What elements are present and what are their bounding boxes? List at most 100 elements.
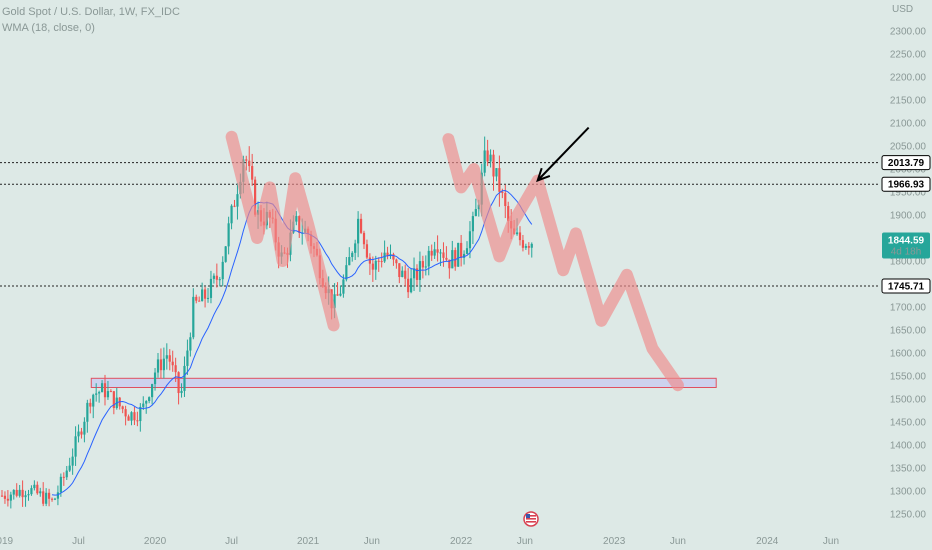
drawn-prediction-path[interactable] — [225, 130, 684, 392]
candle-body — [515, 232, 519, 235]
candle-body — [395, 259, 398, 264]
candle-body — [462, 253, 466, 258]
candle-body — [77, 431, 80, 437]
candle-body — [180, 390, 183, 394]
candle-body — [427, 250, 430, 267]
y-tick-label: 1300.00 — [890, 487, 927, 498]
candle-body — [142, 403, 145, 407]
x-tick-label: 2024 — [756, 536, 779, 547]
candle-body — [45, 492, 48, 504]
candle-body — [412, 268, 416, 279]
candle-body — [371, 263, 374, 270]
candle-body — [198, 300, 201, 302]
x-tick-label: 2021 — [297, 536, 320, 547]
x-tick-label: Jun — [823, 536, 839, 547]
candle-body — [507, 206, 510, 222]
x-tick-label: Jun — [517, 536, 533, 547]
level-price-text: 1966.93 — [888, 180, 925, 191]
candle-body — [495, 168, 498, 177]
candle-body — [100, 383, 104, 393]
arrow-shaft[interactable] — [536, 126, 590, 182]
candle-body — [224, 246, 227, 262]
candle-body — [50, 498, 54, 500]
level-price-text: 2013.79 — [888, 158, 925, 169]
candle-body — [524, 246, 527, 248]
y-tick-label: 2250.00 — [890, 50, 927, 61]
candle-body — [9, 494, 12, 501]
candle-body — [386, 252, 389, 257]
candle-body — [380, 261, 383, 263]
candle-body — [68, 465, 71, 471]
candle-body — [218, 279, 221, 281]
candle-body — [121, 406, 124, 410]
candle-body — [112, 391, 115, 409]
candle-body — [74, 436, 77, 457]
candle-body — [56, 492, 60, 499]
candle-body — [71, 456, 74, 466]
y-tick-label: 1650.00 — [890, 326, 927, 337]
candle-body — [339, 293, 342, 296]
candle-body — [362, 232, 366, 245]
candle-body — [460, 242, 463, 258]
candle-body — [130, 412, 133, 421]
candle-body — [103, 383, 107, 398]
candle-body — [377, 260, 380, 262]
candle-body — [336, 294, 339, 296]
candle-body — [415, 268, 419, 280]
y-tick-label: 1700.00 — [890, 303, 927, 314]
candle-body — [445, 257, 448, 260]
us-flag-event-icon[interactable] — [523, 511, 539, 527]
candle-body — [504, 192, 507, 207]
candle-body — [151, 384, 154, 398]
indicator-title[interactable]: WMA (18, close, 0) — [2, 22, 95, 34]
candle-body — [354, 243, 357, 253]
candle-body — [421, 261, 424, 268]
candle-body — [139, 406, 142, 422]
candle-body — [145, 401, 148, 404]
candle-body — [21, 489, 24, 498]
level-price-text: 1745.71 — [888, 281, 925, 292]
candle-body — [248, 160, 251, 167]
candle-body — [177, 372, 180, 394]
candle-body — [492, 154, 495, 177]
candle-body — [498, 168, 501, 192]
candle-body — [442, 252, 445, 258]
x-tick-label: 2020 — [144, 536, 167, 547]
candle-body — [483, 150, 486, 173]
y-tick-label: 1600.00 — [890, 349, 927, 360]
candle-body — [374, 260, 377, 270]
candle-body — [359, 218, 363, 233]
candle-body — [398, 263, 401, 277]
candle-body — [295, 216, 298, 222]
candle-body — [357, 218, 360, 244]
candle-body — [89, 402, 92, 407]
candle-body — [39, 491, 42, 494]
candle-body — [109, 391, 112, 393]
support-zone-rect[interactable] — [90, 377, 717, 388]
candle-body — [333, 294, 336, 309]
candle-body — [345, 265, 348, 280]
x-tick-label: 2019 — [0, 536, 14, 547]
y-tick-label: 1900.00 — [890, 211, 927, 222]
candle-body — [15, 489, 18, 496]
current-price-text: 1844.59 — [888, 235, 925, 246]
y-tick-label: 1550.00 — [890, 372, 927, 383]
candle-body — [212, 275, 216, 279]
candle-body — [348, 257, 351, 266]
candle-body — [221, 261, 224, 280]
candle-body — [409, 278, 413, 293]
candle-body — [368, 257, 371, 264]
candle-body — [365, 244, 369, 258]
x-tick-label: Jul — [225, 536, 238, 547]
candle-body — [80, 431, 83, 435]
candle-body — [407, 278, 410, 293]
y-tick-label: 2050.00 — [890, 142, 927, 153]
candle-body — [448, 259, 451, 269]
x-tick-label: Jun — [364, 536, 380, 547]
y-tick-label: 1500.00 — [890, 395, 927, 406]
candle-body — [98, 392, 101, 394]
x-tick-label: Jun — [670, 536, 686, 547]
symbol-title[interactable]: Gold Spot / U.S. Dollar, 1W, FX_IDC — [2, 6, 180, 18]
